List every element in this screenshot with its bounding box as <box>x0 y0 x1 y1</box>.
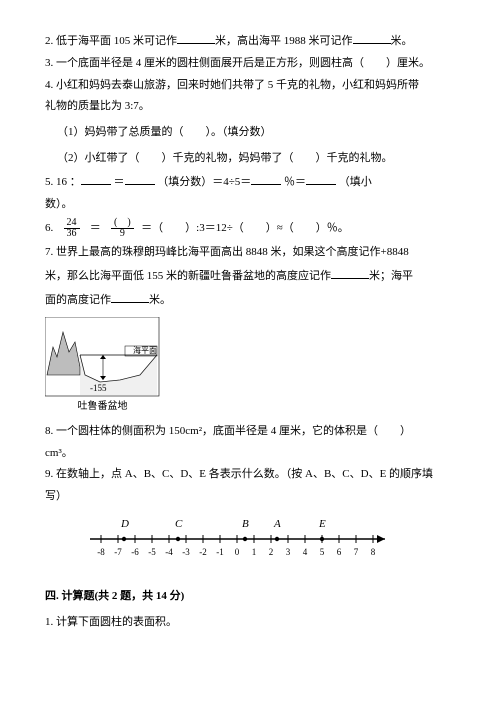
svg-text:D: D <box>120 518 129 530</box>
svg-text:-1: -1 <box>216 547 224 557</box>
q5-blank-4 <box>306 173 336 185</box>
q2-text-c: 米。 <box>391 35 413 47</box>
svg-text:7: 7 <box>354 547 359 557</box>
question-5: 5. 16 ： ＝ （填分数）＝4÷5＝ ％＝ （填小 <box>45 173 455 193</box>
question-4-sub2: （2）小红带了（ ）千克的礼物，妈妈带了（ ）千克的礼物。 <box>45 149 455 169</box>
calc-question-1: 1. 计算下面圆柱的表面积。 <box>45 613 455 633</box>
q7-l2a: 米，那么比海平面低 155 米的新疆吐鲁番盆地的高度应记作 <box>45 270 331 282</box>
svg-text:B: B <box>242 518 249 530</box>
svg-text:-8: -8 <box>97 547 105 557</box>
q6-frac1: 24 36 <box>64 218 80 239</box>
svg-text:2: 2 <box>269 547 274 557</box>
svg-text:C: C <box>175 518 183 530</box>
q2-text-b: 米，高出海平 1988 米可记作 <box>215 35 353 47</box>
q6-pre: 6. <box>45 222 53 234</box>
q2-blank-1 <box>177 32 215 44</box>
q7-blank-1 <box>331 267 369 279</box>
svg-text:0: 0 <box>235 547 240 557</box>
question-2: 2. 低于海平面 105 米可记作 米，高出海平 1988 米可记作 米。 <box>45 32 455 52</box>
svg-text:-2: -2 <box>199 547 207 557</box>
svg-text:-4: -4 <box>165 547 173 557</box>
q2-text-a: 2. 低于海平面 105 米可记作 <box>45 35 177 47</box>
svg-text:1: 1 <box>252 547 257 557</box>
q5-blank-2 <box>125 173 155 185</box>
question-8-line1: 8. 一个圆柱体的侧面积为 150cm²，底面半径是 4 厘米，它的体积是（ ） <box>45 422 455 442</box>
q5-c: （填分数）＝4÷5＝ <box>157 176 251 188</box>
q7-l3a: 面的高度记作 <box>45 294 111 306</box>
question-3: 3. 一个底面半径是 4 厘米的圆柱侧面展开后是正方形，则圆柱高（ ）厘米。 <box>45 54 455 74</box>
question-8-line2: cm³。 <box>45 444 455 464</box>
svg-text:6: 6 <box>337 547 342 557</box>
q6-frac1-den: 36 <box>64 229 80 239</box>
q7-blank-2 <box>111 291 149 303</box>
q6-eq2: ＝（ ）:3＝12÷（ ）≈（ ）％。 <box>141 222 349 234</box>
question-4-line2: 礼物的质量比为 3:7。 <box>45 97 455 117</box>
svg-text:-5: -5 <box>148 547 156 557</box>
section-4-title: 四. 计算题(共 2 题，共 14 分) <box>45 587 455 607</box>
q7-l2b: 米；海平 <box>369 270 413 282</box>
svg-text:A: A <box>273 518 281 530</box>
svg-text:-6: -6 <box>131 547 139 557</box>
svg-text:5: 5 <box>320 547 325 557</box>
svg-text:8: 8 <box>371 547 376 557</box>
q5-blank-3 <box>251 173 281 185</box>
svg-text:4: 4 <box>303 547 308 557</box>
question-7-line3: 面的高度记作 米。 <box>45 291 455 311</box>
q2-blank-2 <box>353 32 391 44</box>
question-7-line1: 7. 世界上最高的珠穆朗玛峰比海平面高出 8848 米，如果这个高度记作+884… <box>45 243 455 263</box>
depth-label: -155 <box>90 383 107 393</box>
svg-text:E: E <box>318 518 326 530</box>
q7-l3b: 米。 <box>149 294 171 306</box>
question-9-line2: 写） <box>45 487 455 507</box>
question-6: 6. 24 36 ＝ ( ) 9 ＝（ ）:3＝12÷（ ）≈（ ）％。 <box>45 218 455 239</box>
question-4-sub1: （1）妈妈带了总质量的（ ）。（填分数） <box>45 123 455 143</box>
q5-d: ％＝ <box>284 176 306 188</box>
svg-text:-7: -7 <box>114 547 122 557</box>
number-line: D C B A E <box>85 515 455 573</box>
q5-blank-1 <box>81 173 111 185</box>
q6-frac2: ( ) 9 <box>111 218 134 239</box>
page: 2. 低于海平面 105 米可记作米，高出海平 1988 米可记作米。 3. 一… <box>0 0 500 654</box>
svg-text:-3: -3 <box>182 547 190 557</box>
question-4-line1: 4. 小红和妈妈去泰山旅游，回来时她们共带了 5 千克的礼物，小红和妈妈所带 <box>45 76 455 96</box>
figure-caption: 吐鲁番盆地 <box>45 398 160 416</box>
basin-figure: 海平面 -155 吐鲁番盆地 <box>45 317 160 416</box>
svg-text:3: 3 <box>286 547 291 557</box>
q5-a: 5. 16 ： <box>45 176 81 188</box>
sea-label: 海平面 <box>133 345 157 355</box>
question-9-line1: 9. 在数轴上，点 A、B、C、D、E 各表示什么数。（按 A、B、C、D、E … <box>45 465 455 485</box>
question-7-line2: 米，那么比海平面低 155 米的新疆吐鲁番盆地的高度应记作 米；海平 <box>45 267 455 287</box>
q5-e: （填小 <box>339 176 372 188</box>
q6-frac2-den: 9 <box>111 229 134 239</box>
q6-eq1: ＝ <box>90 222 101 234</box>
q5-b: ＝ <box>114 176 125 188</box>
question-5-line2: 数）。 <box>45 195 455 215</box>
